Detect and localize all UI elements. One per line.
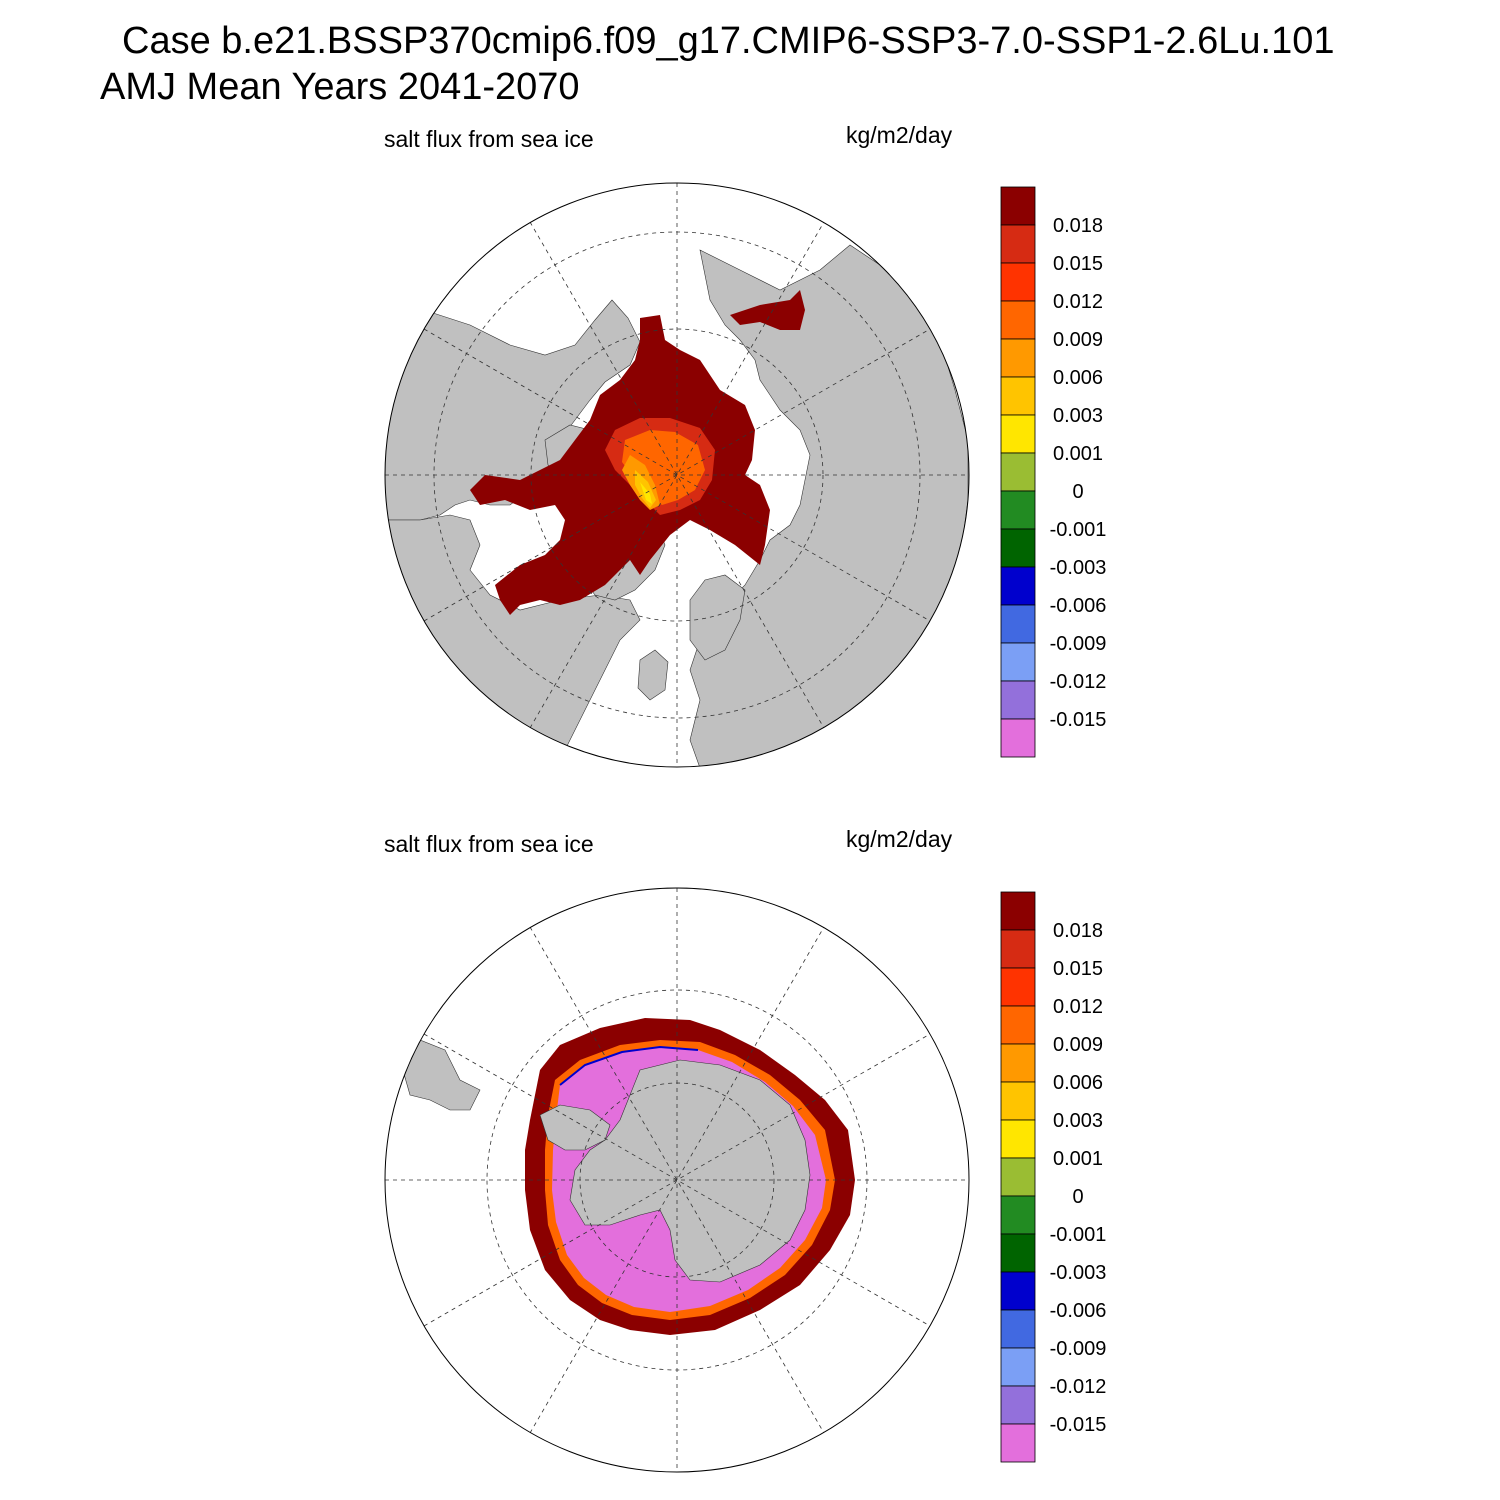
colorbar-north-label-10: -0.006: [1050, 595, 1107, 617]
north-flux-pacific-patch: [730, 290, 805, 330]
north-graticule: [385, 183, 969, 767]
colorbar-south-swatch-11: [1000, 1309, 1036, 1349]
colorbar-south-swatch-2: [1000, 967, 1036, 1007]
south-graticule: [385, 888, 969, 1472]
colorbar-south-swatch-4: [1000, 1043, 1036, 1083]
top-panel-units: kg/m2/day: [846, 122, 953, 148]
colorbar-south-swatch-3: [1000, 1005, 1036, 1045]
colorbar-north-label-6: 0.001: [1053, 443, 1103, 465]
colorbar-south-label-2: 0.012: [1053, 996, 1103, 1018]
colorbar-north-swatch-5: [1000, 376, 1036, 416]
colorbar-south-swatch-10: [1000, 1271, 1036, 1311]
colorbar-north-swatch-9: [1000, 528, 1036, 568]
colorbar-south-label-1: 0.015: [1053, 958, 1103, 980]
colorbar-south-label-7: 0: [1072, 1186, 1083, 1208]
south-map-border: [384, 887, 970, 1473]
colorbar-south-swatch-0: [1000, 891, 1036, 931]
colorbar-north-swatch-13: [1000, 680, 1036, 720]
colorbar-north-label-11: -0.009: [1050, 633, 1107, 655]
colorbar-north-label-9: -0.003: [1050, 557, 1107, 579]
colorbar-south-swatch-9: [1000, 1233, 1036, 1273]
top-panel-variable: salt flux from sea ice: [384, 126, 594, 152]
north-map-border: [384, 182, 970, 768]
colorbar-south: 0.018 0.015 0.012 0.009 0.006 0.003 0.001 0 -0.0…: [1000, 891, 1107, 1463]
colorbar-north-swatch-6: [1000, 414, 1036, 454]
figure-title-season: AMJ Mean Years 2041-2070: [100, 66, 580, 108]
colorbar-north-swatch-8: [1000, 490, 1036, 530]
colorbar-south-label-11: -0.009: [1050, 1338, 1107, 1360]
colorbar-north: 0.018 0.015 0.012 0.009 0.006 0.003 0.001 0 -0.0…: [1000, 186, 1107, 758]
colorbar-north-label-13: -0.015: [1050, 709, 1107, 731]
colorbar-north-label-4: 0.006: [1053, 367, 1103, 389]
colorbar-north-label-2: 0.012: [1053, 291, 1103, 313]
colorbar-south-swatch-12: [1000, 1347, 1036, 1387]
colorbar-north-swatch-10: [1000, 566, 1036, 606]
antarctic-peninsula-land: [539, 1104, 611, 1151]
colorbar-south-label-13: -0.015: [1050, 1414, 1107, 1436]
colorbar-north-label-5: 0.003: [1053, 405, 1103, 427]
colorbar-north-swatch-14: [1000, 718, 1036, 758]
colorbar-south-label-5: 0.003: [1053, 1110, 1103, 1132]
bottom-panel-units: kg/m2/day: [846, 826, 953, 852]
colorbar-north-label-12: -0.012: [1050, 671, 1107, 693]
colorbar-north-label-3: 0.009: [1053, 329, 1103, 351]
colorbar-south-swatch-1: [1000, 929, 1036, 969]
colorbar-south-label-12: -0.012: [1050, 1376, 1107, 1398]
antarctica-land: [569, 1059, 811, 1283]
south-polar-map: [384, 887, 970, 1473]
colorbar-north-swatch-12: [1000, 642, 1036, 682]
colorbar-north-swatch-3: [1000, 300, 1036, 340]
british-isles-land: [637, 649, 669, 701]
north-polar-map: [384, 182, 970, 768]
colorbar-south-label-3: 0.009: [1053, 1034, 1103, 1056]
colorbar-north-swatch-2: [1000, 262, 1036, 302]
bottom-panel-variable: salt flux from sea ice: [384, 831, 594, 857]
colorbar-north-label-1: 0.015: [1053, 253, 1103, 275]
colorbar-south-label-0: 0.018: [1053, 920, 1103, 942]
colorbar-north-label-7: 0: [1072, 481, 1083, 503]
colorbar-south-label-8: -0.001: [1050, 1224, 1107, 1246]
colorbar-south-swatch-14: [1000, 1423, 1036, 1463]
colorbar-south-swatch-13: [1000, 1385, 1036, 1425]
colorbar-north-swatch-7: [1000, 452, 1036, 492]
colorbar-north-swatch-1: [1000, 224, 1036, 264]
colorbar-north-swatch-11: [1000, 604, 1036, 644]
colorbar-south-swatch-5: [1000, 1081, 1036, 1121]
colorbar-north-swatch-4: [1000, 338, 1036, 378]
colorbar-south-swatch-8: [1000, 1195, 1036, 1235]
colorbar-south-label-10: -0.006: [1050, 1300, 1107, 1322]
colorbar-south-label-9: -0.003: [1050, 1262, 1107, 1284]
south-america-land: [399, 1039, 481, 1111]
colorbar-south-swatch-7: [1000, 1157, 1036, 1197]
south-flux-negative-edge: [559, 1045, 699, 1086]
colorbar-north-swatch-0: [1000, 186, 1036, 226]
figure-title-case: Case b.e21.BSSP370cmip6.f09_g17.CMIP6-SS…: [122, 20, 1335, 62]
colorbar-south-swatch-6: [1000, 1119, 1036, 1159]
colorbar-south-label-4: 0.006: [1053, 1072, 1103, 1094]
colorbar-south-label-6: 0.001: [1053, 1148, 1103, 1170]
colorbar-north-label-8: -0.001: [1050, 519, 1107, 541]
scandinavia-land: [689, 574, 746, 661]
colorbar-north-label-0: 0.018: [1053, 215, 1103, 237]
